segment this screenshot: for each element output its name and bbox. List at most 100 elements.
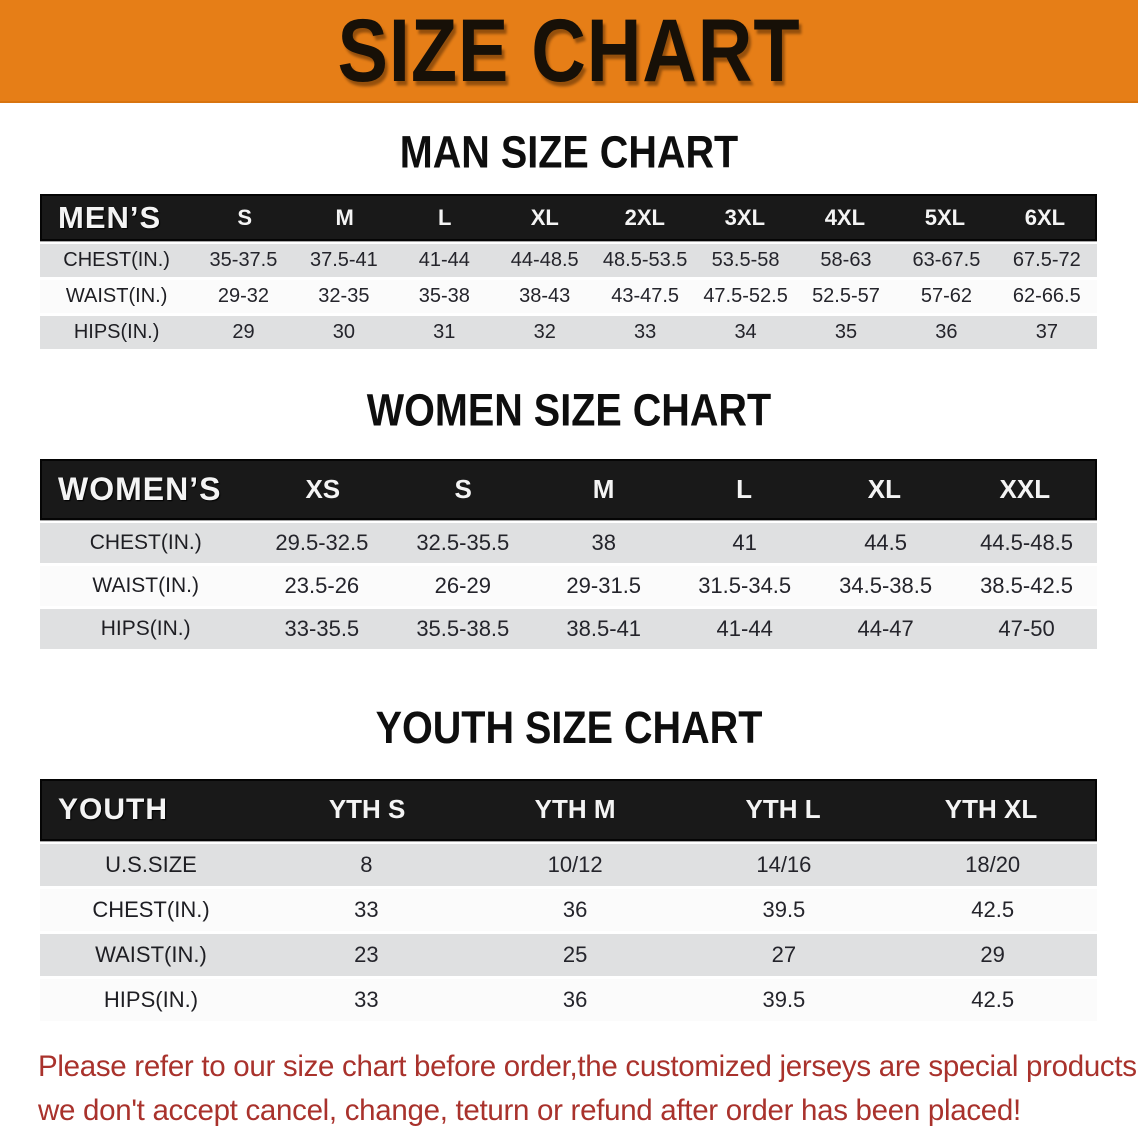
cell-value: 44-47 bbox=[857, 615, 914, 641]
row-label: WAIST(IN.) bbox=[92, 573, 199, 597]
cell-value: 67.5-72 bbox=[1012, 249, 1081, 272]
cell-value: 42.5 bbox=[971, 896, 1015, 922]
cell-value: 38-43 bbox=[519, 285, 571, 308]
table-row: WAIST(IN.) 29-32 32-35 35-38 38-43 43-47.5 47.… bbox=[40, 280, 1097, 314]
cell-value: 30 bbox=[332, 321, 355, 344]
cell-value: 29-32 bbox=[217, 285, 270, 308]
size-column-header: 2XL bbox=[624, 204, 665, 230]
cell-value: 41-44 bbox=[418, 249, 470, 272]
cell-value: 29-31.5 bbox=[566, 572, 642, 598]
row-label: U.S.SIZE bbox=[105, 851, 197, 877]
table-row: HIPS(IN.) 29 30 31 32 33 34 35 36 37 bbox=[40, 316, 1097, 350]
cell-value: 33 bbox=[354, 896, 379, 922]
cell-value: 32-35 bbox=[318, 285, 370, 308]
cell-value: 25 bbox=[562, 941, 588, 967]
section-youth: YOUTH SIZE CHART YOUTH YTH S YTH M YTH L YTH… bbox=[0, 649, 1138, 1021]
cell-value: 42.5 bbox=[971, 986, 1015, 1012]
cell-value: 37.5-41 bbox=[309, 249, 378, 272]
cell-value: 23.5-26 bbox=[284, 572, 360, 598]
cell-value: 53.5-58 bbox=[711, 249, 780, 272]
size-column-header: 6XL bbox=[1024, 204, 1066, 230]
cell-value: 33 bbox=[634, 321, 657, 344]
size-column-header: YTH M bbox=[534, 794, 616, 825]
cell-value: 32.5-35.5 bbox=[416, 529, 510, 555]
cell-value: 38.5-42.5 bbox=[980, 572, 1074, 598]
cell-value: 58-63 bbox=[820, 249, 872, 272]
row-label: HIPS(IN.) bbox=[100, 616, 191, 640]
cell-value: 35 bbox=[834, 321, 858, 344]
cell-value: 41-44 bbox=[716, 615, 773, 641]
table-row: WAIST(IN.) 23 25 27 29 bbox=[40, 933, 1097, 976]
disclaimer: Please refer to our size chart before or… bbox=[0, 1045, 1138, 1133]
size-column-header: L bbox=[736, 473, 752, 504]
table-row: CHEST(IN.) 29.5-32.5 32.5-35.5 38 41 44.5 44.5… bbox=[40, 522, 1097, 563]
cell-value: 36 bbox=[562, 986, 588, 1012]
cell-value: 33-35.5 bbox=[284, 615, 360, 641]
cell-value: 62-66.5 bbox=[1012, 285, 1081, 308]
cell-value: 38 bbox=[591, 529, 616, 555]
banner: SIZE CHART bbox=[0, 0, 1138, 103]
table-row: WAIST(IN.) 23.5-26 26-29 29-31.5 31.5-34.5 34… bbox=[40, 565, 1097, 606]
cell-value: 39.5 bbox=[762, 896, 806, 922]
disclaimer-line-1: Please refer to our size chart before or… bbox=[38, 1049, 1138, 1083]
cell-value: 44.5 bbox=[864, 529, 908, 555]
size-column-header: XL bbox=[867, 473, 902, 504]
size-column-header: 4XL bbox=[824, 204, 866, 230]
size-column-header: L bbox=[438, 204, 452, 230]
row-label: CHEST(IN.) bbox=[92, 896, 210, 922]
cell-value: 43-47.5 bbox=[611, 285, 680, 308]
size-column-header: YTH L bbox=[745, 794, 821, 825]
row-label: HIPS(IN.) bbox=[73, 321, 160, 344]
cell-value: 32 bbox=[533, 321, 556, 344]
cell-value: 47.5-52.5 bbox=[703, 285, 788, 308]
cell-value: 36 bbox=[562, 896, 588, 922]
cell-value: 29.5-32.5 bbox=[275, 529, 369, 555]
table-header-label: YOUTH bbox=[58, 792, 168, 826]
cell-value: 44.5-48.5 bbox=[980, 529, 1074, 555]
cell-value: 31 bbox=[433, 321, 456, 344]
cell-value: 57-62 bbox=[920, 285, 972, 308]
row-label: WAIST(IN.) bbox=[65, 285, 168, 308]
disclaimer-line-2: we don't accept cancel, change, teturn o… bbox=[38, 1093, 1021, 1127]
cell-value: 33 bbox=[354, 986, 379, 1012]
cell-value: 39.5 bbox=[762, 986, 806, 1012]
cell-value: 35.5-38.5 bbox=[416, 615, 510, 641]
row-label: CHEST(IN.) bbox=[63, 249, 170, 272]
cell-value: 38.5-41 bbox=[566, 615, 642, 641]
men-section-heading: MAN SIZE CHART bbox=[399, 127, 739, 178]
size-column-header: M bbox=[592, 473, 615, 504]
cell-value: 35-37.5 bbox=[209, 249, 278, 272]
size-column-header: S bbox=[454, 473, 472, 504]
cell-value: 27 bbox=[771, 941, 797, 967]
table-row: HIPS(IN.) 33-35.5 35.5-38.5 38.5-41 41-44 44-… bbox=[40, 608, 1097, 649]
women-section-heading: WOMEN SIZE CHART bbox=[366, 386, 772, 437]
cell-value: 8 bbox=[360, 851, 373, 877]
cell-value: 48.5-53.5 bbox=[602, 249, 688, 272]
size-column-header: XXL bbox=[999, 473, 1051, 504]
cell-value: 29 bbox=[980, 941, 1005, 967]
cell-value: 29 bbox=[232, 321, 255, 344]
cell-value: 23 bbox=[354, 941, 379, 967]
size-column-header: XL bbox=[530, 204, 559, 230]
size-column-header: 3XL bbox=[724, 204, 766, 230]
cell-value: 10/12 bbox=[547, 851, 603, 877]
cell-value: 34 bbox=[734, 321, 757, 344]
cell-value: 26-29 bbox=[434, 572, 491, 598]
cell-value: 63-67.5 bbox=[912, 249, 981, 272]
table-row: CHEST(IN.) 33 36 39.5 42.5 bbox=[40, 888, 1097, 931]
cell-value: 31.5-34.5 bbox=[698, 572, 792, 598]
table-header-label: MEN’S bbox=[58, 199, 162, 235]
page-title: SIZE CHART bbox=[337, 0, 801, 101]
table-header-row: WOMEN’S XS S M L XL XXL bbox=[40, 458, 1097, 520]
table-row: HIPS(IN.) 33 36 39.5 42.5 bbox=[40, 978, 1097, 1021]
cell-value: 34.5-38.5 bbox=[839, 572, 933, 598]
table-header-label: WOMEN’S bbox=[58, 470, 222, 507]
row-label: WAIST(IN.) bbox=[95, 941, 207, 967]
table-row: CHEST(IN.) 35-37.5 37.5-41 41-44 44-48.5 48.5… bbox=[40, 244, 1097, 278]
table-header-row: YOUTH YTH S YTH M YTH L YTH XL bbox=[40, 778, 1097, 841]
cell-value: 47-50 bbox=[998, 615, 1055, 641]
size-column-header: 5XL bbox=[924, 204, 966, 230]
size-column-header: S bbox=[237, 204, 253, 230]
cell-value: 44-48.5 bbox=[510, 249, 579, 272]
